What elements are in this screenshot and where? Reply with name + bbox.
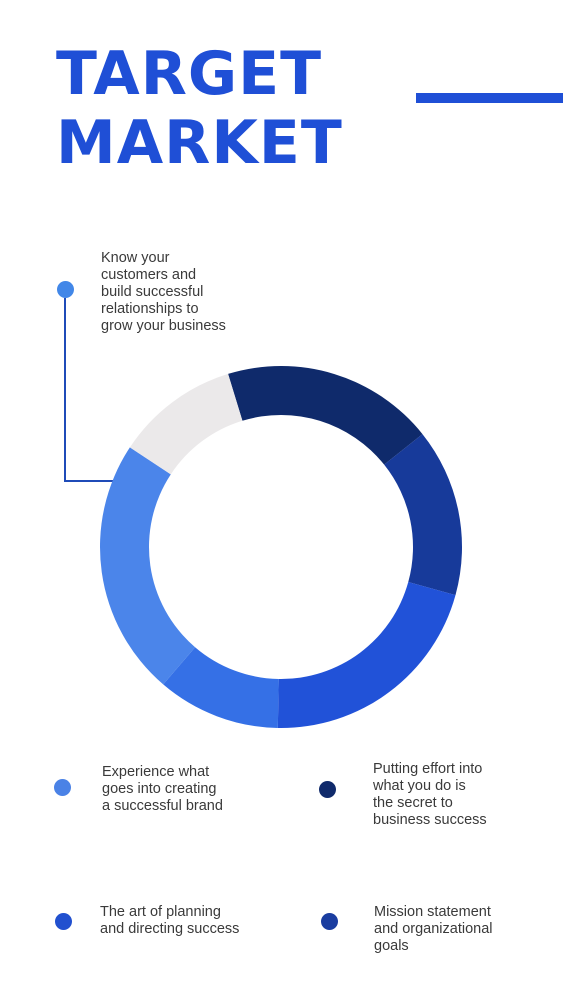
note-left-bottom-dot xyxy=(55,913,72,930)
note-right-mid-dot xyxy=(319,781,336,798)
note-left-bottom: The art of planning and directing success xyxy=(100,904,239,938)
note-line: grow your business xyxy=(101,318,226,334)
donut-segment-5 xyxy=(99,447,196,685)
note-line: and organizational xyxy=(374,921,493,937)
title-rule xyxy=(416,93,563,103)
note-line: goals xyxy=(374,938,409,954)
connector-horizontal-line xyxy=(64,480,142,482)
note-top-dot xyxy=(57,281,74,298)
note-line: build successful xyxy=(101,284,204,300)
note-right-bottom-dot xyxy=(321,913,338,930)
note-line: The art of planning xyxy=(100,904,221,920)
donut-segment-3 xyxy=(277,582,456,728)
note-line: and directing success xyxy=(100,921,240,937)
note-line: what you do is xyxy=(373,778,466,794)
note-line: Experience what xyxy=(102,764,210,780)
donut-segment-4 xyxy=(163,647,279,728)
note-line: business success xyxy=(373,812,487,828)
page-title: TARGET MARKET xyxy=(56,40,343,178)
title-line-2: MARKET xyxy=(56,108,343,178)
note-left-mid-dot xyxy=(54,779,71,796)
title-line-1: TARGET xyxy=(56,39,323,109)
note-right-mid: Putting effort into what you do is the sec… xyxy=(373,761,487,829)
note-line: the secret to xyxy=(373,795,453,811)
note-line: Putting effort into xyxy=(373,761,483,777)
note-line: customers and xyxy=(101,267,197,283)
donut-segment-2 xyxy=(384,434,462,596)
donut-segment-1 xyxy=(228,366,423,465)
note-line: goes into creating xyxy=(102,781,217,797)
note-top: Know your customers and build successful re… xyxy=(101,250,226,335)
note-right-bottom: Mission statement and organizational goals xyxy=(374,904,493,955)
note-line: relationships to xyxy=(101,301,199,317)
connector-vertical-line xyxy=(64,298,66,482)
donut-segment-6 xyxy=(129,373,243,475)
note-left-mid: Experience what goes into creating a succe… xyxy=(102,764,223,815)
note-line: Mission statement xyxy=(374,904,491,920)
note-line: a successful brand xyxy=(102,798,223,814)
note-line: Know your xyxy=(101,250,170,266)
